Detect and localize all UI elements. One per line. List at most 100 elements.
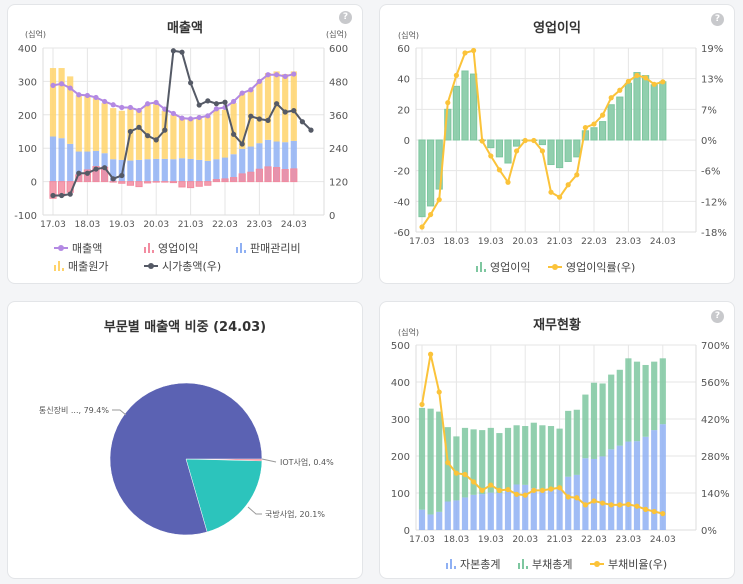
point-시가총액(우): [50, 192, 56, 199]
point-부채비율(우): [651, 508, 657, 515]
bar-부채총계: [565, 410, 572, 477]
bar-영업이익: [633, 72, 641, 141]
bar-판매관리비: [67, 143, 74, 182]
bar-판매관리비: [58, 138, 65, 182]
bar-자본총계: [608, 449, 615, 530]
bar-판매관리비: [256, 143, 263, 182]
bar-판매관리비: [247, 146, 254, 182]
y-right-tick-label: 240: [329, 144, 348, 155]
legend-item-cogs[interactable]: 매출원가: [54, 258, 108, 274]
bar-영업이익: [556, 139, 564, 169]
bar-영업이익: [461, 70, 469, 141]
legend-item-op-income[interactable]: 영업이익: [144, 240, 198, 256]
point-부채비율(우): [522, 492, 528, 498]
bar-자본총계: [436, 511, 443, 530]
bar-매출원가: [187, 118, 194, 159]
bar-영업이익: [255, 168, 263, 183]
y-tick-label: 300: [18, 77, 37, 88]
bar-부채총계: [556, 428, 563, 490]
bar-매출원가: [256, 81, 263, 144]
leader-line: [261, 458, 277, 463]
y-tick-label: 300: [391, 415, 410, 426]
sales-chart-title: 매출액: [167, 21, 203, 36]
point-부채비율(우): [565, 494, 571, 500]
bar-판매관리비: [75, 151, 82, 182]
point-시가총액(우): [213, 101, 219, 107]
bar-판매관리비: [110, 159, 117, 182]
point-매출액: [170, 110, 176, 117]
point-부채비율(우): [479, 487, 485, 493]
bar-자본총계: [487, 492, 494, 530]
legend-item-mktcap[interactable]: 시가총액(우): [144, 258, 221, 274]
bar-매출원가: [67, 76, 74, 144]
legend-label: 매출원가: [68, 260, 109, 273]
y-right-tick-label: 360: [329, 111, 348, 122]
bar-부채총계: [608, 374, 615, 450]
bar-부채총계: [625, 358, 632, 442]
bar-자본총계: [599, 456, 606, 530]
x-tick-label: 22.03: [581, 535, 607, 545]
point-영업이익률(우): [531, 137, 537, 144]
point-시가총액(우): [248, 113, 254, 119]
y-tick-label: -40: [394, 197, 410, 208]
y-tick-label: 40: [397, 75, 410, 86]
bar-영업이익: [290, 168, 298, 183]
point-영업이익률(우): [634, 72, 640, 78]
legend-item-sales[interactable]: 매출액: [54, 240, 102, 256]
legend-item-liabilities[interactable]: 부채총계: [518, 556, 572, 572]
sales-card: 매출액 ? (십억) (십억) 400 600 300 480 200 360 100 240…: [7, 4, 363, 284]
help-icon[interactable]: ?: [711, 13, 724, 26]
legend-item-equity[interactable]: 자본총계: [446, 556, 500, 572]
pie-slice: [109, 382, 263, 536]
point-영업이익률(우): [436, 197, 442, 203]
legend-label: 영업이익: [158, 242, 199, 255]
bar-판매관리비: [135, 159, 143, 182]
legend-item-debt-ratio[interactable]: 부채비율(우): [590, 556, 667, 572]
point-부채비율(우): [436, 389, 442, 395]
bar-자본총계: [556, 489, 563, 530]
bar-영업이익: [487, 139, 495, 149]
bar-부채총계: [522, 426, 529, 485]
bar-부채총계: [616, 369, 623, 446]
point-시가총액(우): [299, 119, 305, 125]
bar-부채총계: [599, 383, 606, 457]
point-매출액: [84, 92, 90, 99]
bar-부채총계: [504, 427, 512, 492]
bar-자본총계: [522, 484, 529, 530]
point-시가총액(우): [119, 172, 125, 179]
y-right-tick-label: 600: [329, 44, 348, 55]
bar-부채총계: [487, 427, 494, 493]
bar-부채총계: [633, 361, 641, 442]
x-tick-label: 21.03: [547, 535, 573, 545]
bar-판매관리비: [204, 160, 211, 182]
legend-label: 시가총액(우): [162, 260, 222, 273]
help-icon[interactable]: ?: [711, 310, 724, 323]
bar-매출원가: [230, 103, 237, 155]
bar-자본총계: [659, 424, 666, 530]
bar-영업이익: [513, 139, 521, 147]
legend-item-op-income[interactable]: 영업이익: [476, 259, 530, 275]
y-tick-label: -100: [14, 211, 37, 222]
x-tick-label: 22.03: [212, 220, 238, 230]
help-icon[interactable]: ?: [339, 11, 352, 24]
legend-item-op-margin[interactable]: 영업이익률(우): [548, 259, 635, 275]
point-영업이익률(우): [660, 79, 666, 85]
bar-자본총계: [418, 509, 426, 530]
point-매출액: [119, 104, 125, 111]
bar-판매관리비: [187, 158, 194, 182]
y-right-tick-label: 0: [329, 211, 335, 222]
point-부채비율(우): [471, 479, 477, 485]
bar-부채총계: [642, 364, 649, 437]
bar-영업이익: [650, 84, 658, 141]
point-매출액: [179, 115, 185, 121]
point-부채비율(우): [617, 502, 623, 508]
bar-자본총계: [616, 445, 623, 530]
y-tick-label: 0: [31, 178, 37, 189]
bar-자본총계: [504, 491, 512, 530]
point-시가총액(우): [308, 127, 314, 133]
bar-부채총계: [651, 361, 658, 431]
line-marker-icon: [144, 261, 158, 271]
legend-item-sga[interactable]: 판매관리비: [236, 240, 301, 256]
y-tick-label: 60: [397, 44, 410, 55]
point-시가총액(우): [274, 101, 280, 107]
